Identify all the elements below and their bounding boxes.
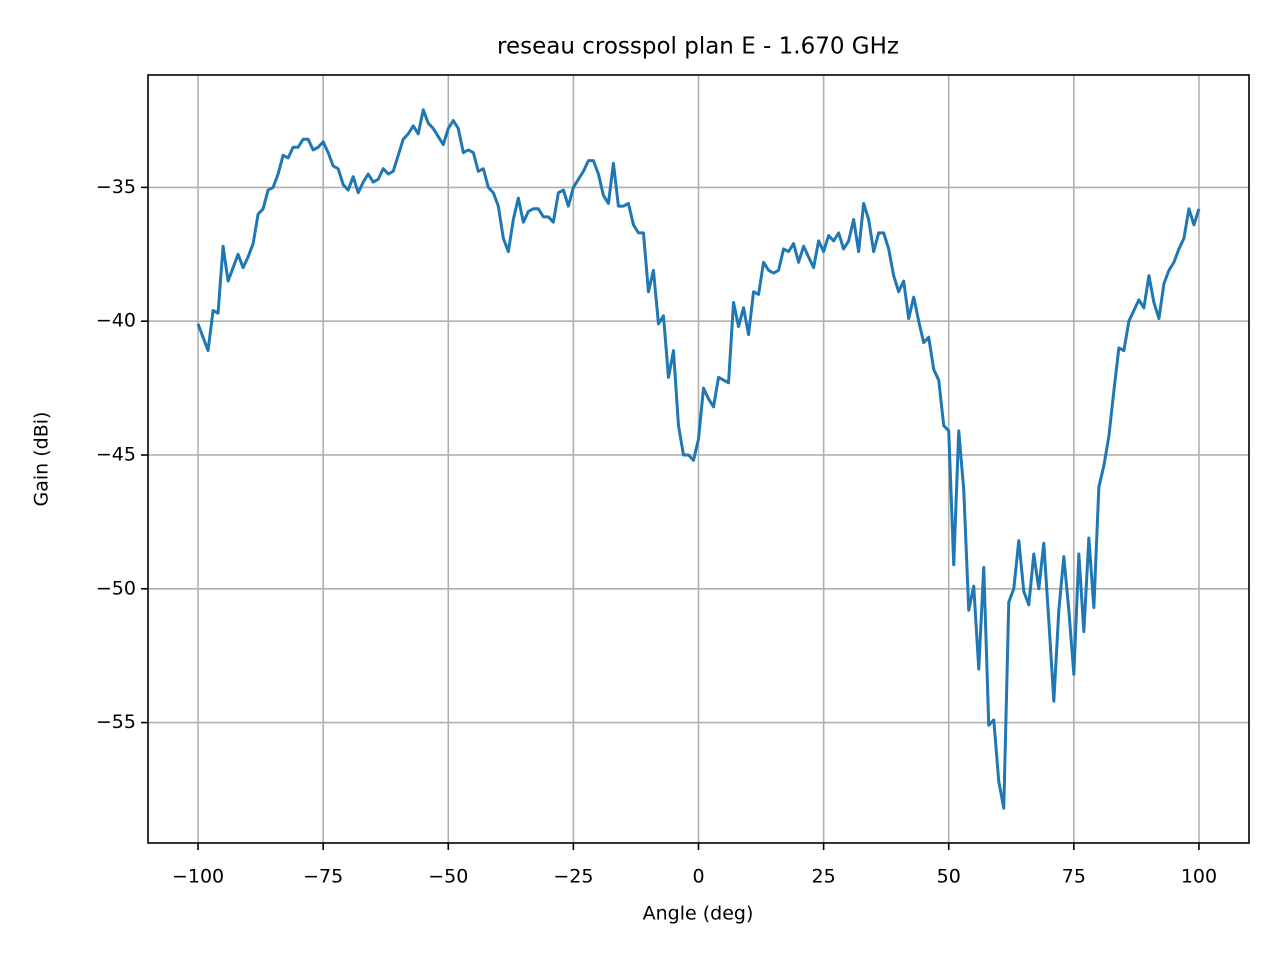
y-tick-label: −50	[96, 577, 136, 599]
y-axis-label: Gain (dBi)	[31, 412, 53, 507]
x-tick-label: −100	[172, 866, 224, 888]
x-tick-label: −75	[303, 866, 343, 888]
y-tick-label: −55	[96, 711, 136, 733]
x-tick-label: 50	[937, 866, 961, 888]
x-tick-label: −25	[553, 866, 593, 888]
plot-frame	[147, 74, 1250, 844]
x-tick-label: 75	[1062, 866, 1086, 888]
x-tick-label: 0	[692, 866, 704, 888]
chart-title: reseau crosspol plan E - 1.670 GHz	[497, 34, 899, 60]
y-tick-label: −35	[96, 176, 136, 198]
y-tick-label: −45	[96, 443, 136, 465]
x-tick-label: −50	[428, 866, 468, 888]
data-line	[196, 108, 1201, 810]
y-tick-label: −40	[96, 310, 136, 332]
x-tick-label: 25	[812, 866, 836, 888]
x-tick-label: 100	[1181, 866, 1217, 888]
x-axis-label: Angle (deg)	[643, 903, 754, 925]
